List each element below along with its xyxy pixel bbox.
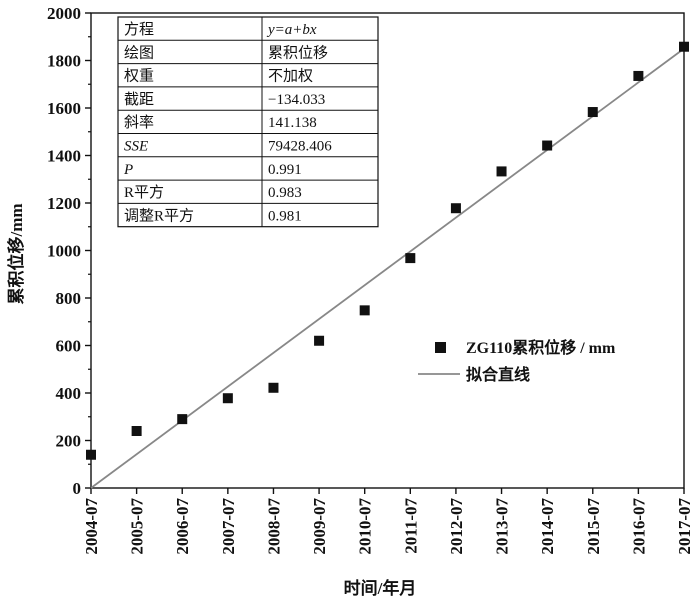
table-label: P [123,162,133,178]
x-tick-label: 2013-07 [493,498,512,555]
legend-label-scatter: ZG110累积位移 / mm [466,338,616,357]
legend: ZG110累积位移 / mm 拟合直线 [418,338,616,384]
data-point [633,70,644,81]
legend-marker-scatter [435,342,446,353]
y-tick-label: 1800 [47,52,81,71]
y-tick-label: 600 [56,337,82,356]
table-value: 79428.406 [268,139,332,155]
data-point [131,426,142,436]
data-point [268,382,279,393]
data-point [679,41,689,52]
y-axis-title: 累积位移/mm [6,203,26,304]
data-point [587,107,598,118]
x-tick-label: 2010-07 [356,498,375,555]
x-tick-label: 2015-07 [584,498,603,555]
axes: 0 200 400 600 800 1000 1200 1400 1600 1800 2000 200… [47,4,694,555]
table-value: 不加权 [268,68,313,85]
table-label: SSE [124,139,148,155]
data-point [359,305,370,316]
x-tick-label: 2008-07 [264,498,283,555]
data-point [177,414,188,425]
table-frame [117,16,379,228]
data-point [314,335,325,346]
x-tick-label: 2011-07 [401,498,420,554]
x-tick-label: 2014-07 [538,498,557,555]
x-tick-label: 2016-07 [629,498,648,555]
y-tick-label: 2000 [47,4,81,23]
y-tick-label: 200 [56,432,82,451]
fit-line [90,47,685,489]
data-point [222,393,233,404]
y-tick-label: 400 [56,384,82,403]
y-tick-label: 1000 [47,242,81,261]
table-value: 0.981 [268,208,302,224]
table-label: 方程 [124,21,154,38]
table-label: 调整R平方 [124,207,194,224]
table-label: R平方 [124,184,164,201]
table-value: y=a+bx [266,22,317,38]
fit-line-layer [90,47,685,489]
table-value: 0.983 [268,185,302,201]
data-point [496,166,507,177]
y-tick-label: 1200 [47,194,81,213]
table-value: 累积位移 [268,44,328,61]
data-points [86,41,689,460]
x-axis-title: 时间/年月 [344,578,417,598]
legend-label-fit: 拟合直线 [466,365,530,384]
table-label: 截距 [124,91,154,108]
table-value: 0.991 [268,162,302,178]
y-tick-label: 1400 [47,147,81,166]
data-point [542,140,553,151]
y-tick-label: 1600 [47,99,81,118]
x-tick-label: 2009-07 [310,498,329,555]
x-tick-label: 2007-07 [219,498,238,555]
x-tick-label: 2006-07 [173,498,192,555]
table-label: 斜率 [124,114,154,131]
data-point [450,203,461,214]
x-tick-label: 2005-07 [128,498,147,555]
table-label: 绘图 [124,44,154,61]
x-tick-label: 2012-07 [447,498,466,555]
table-label: 权重 [124,68,154,85]
data-point [86,449,96,460]
table-value: −134.033 [268,92,325,108]
x-tick-label: 2017-07 [675,498,694,555]
y-tick-label: 0 [73,479,82,498]
table-value: 141.138 [268,115,317,131]
data-point [405,253,416,264]
y-tick-label: 800 [56,289,82,308]
x-tick-label: 2004-07 [82,498,101,555]
